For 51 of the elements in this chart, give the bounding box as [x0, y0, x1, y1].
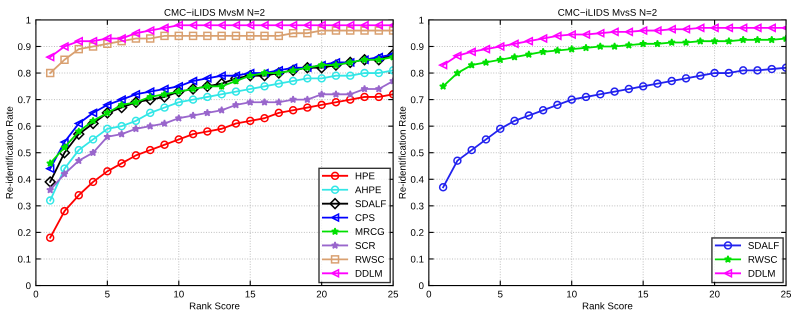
y-tick-label: 0.9 [18, 43, 31, 50]
x-tick-label: 25 [781, 290, 792, 298]
x-tick-label: 0 [426, 290, 432, 298]
y-tick-label: 0.6 [18, 122, 31, 130]
y-tick-label: 0.3 [410, 202, 424, 210]
legend-label: SDALF [748, 242, 779, 249]
y-tick-label: 1 [26, 16, 31, 24]
legend-label: DDLM [748, 270, 775, 277]
y-tick-label: 0.7 [410, 96, 424, 104]
legend-label: RWSC [748, 256, 778, 263]
y-tick-label: 0.9 [410, 43, 424, 50]
y-tick-label: 0.7 [18, 96, 31, 104]
y-axis-title: Re-identification Rate [398, 106, 406, 198]
x-tick-label: 20 [710, 290, 720, 298]
x-tick-label: 5 [105, 290, 110, 298]
y-tick-label: 0.3 [18, 202, 31, 210]
x-tick-label: 10 [567, 290, 577, 298]
x-axis-title: Rank Score [582, 302, 632, 310]
chart-title: CMC−iLIDS MvsM N=2 [164, 8, 265, 16]
legend-label: CPS [355, 214, 375, 222]
y-tick-label: 1 [419, 16, 424, 24]
chart-title: CMC−iLIDS MvsS N=2 [558, 8, 657, 16]
legend-label: MRCG [356, 228, 384, 236]
y-tick-label: 0.1 [18, 256, 31, 263]
legend-label: RWSC [356, 256, 384, 263]
y-tick-label: 0.8 [410, 70, 424, 77]
y-tick-label: 0.1 [410, 256, 424, 263]
legend-label: SCR [355, 242, 376, 249]
x-tick-label: 15 [246, 290, 256, 298]
y-tick-label: 0.5 [410, 149, 424, 156]
y-tick-label: 0.5 [18, 149, 31, 156]
y-tick-label: 0.4 [18, 176, 31, 183]
y-tick-label: 0.2 [410, 229, 424, 236]
y-tick-label: 0 [418, 282, 424, 290]
x-tick-label: 0 [34, 290, 38, 298]
legend-label: DDLM [356, 270, 382, 277]
y-tick-label: 0.2 [18, 229, 31, 236]
x-tick-label: 15 [638, 290, 648, 298]
x-tick-label: 20 [316, 290, 327, 298]
y-tick-label: 0 [26, 282, 31, 290]
legend-label: SDALF [355, 200, 386, 208]
x-axis-title: Rank Score [190, 302, 240, 310]
legend-label: AHPE [354, 186, 382, 194]
y-tick-label: 0.4 [410, 176, 424, 183]
legend-label: HPE [356, 172, 375, 180]
x-tick-label: 5 [498, 290, 503, 298]
y-tick-label: 0.8 [18, 70, 31, 77]
y-axis-title: Re-identification Rate [6, 106, 13, 198]
x-tick-label: 10 [174, 290, 184, 298]
y-tick-label: 0.6 [410, 122, 424, 130]
x-tick-label: 25 [388, 290, 398, 298]
